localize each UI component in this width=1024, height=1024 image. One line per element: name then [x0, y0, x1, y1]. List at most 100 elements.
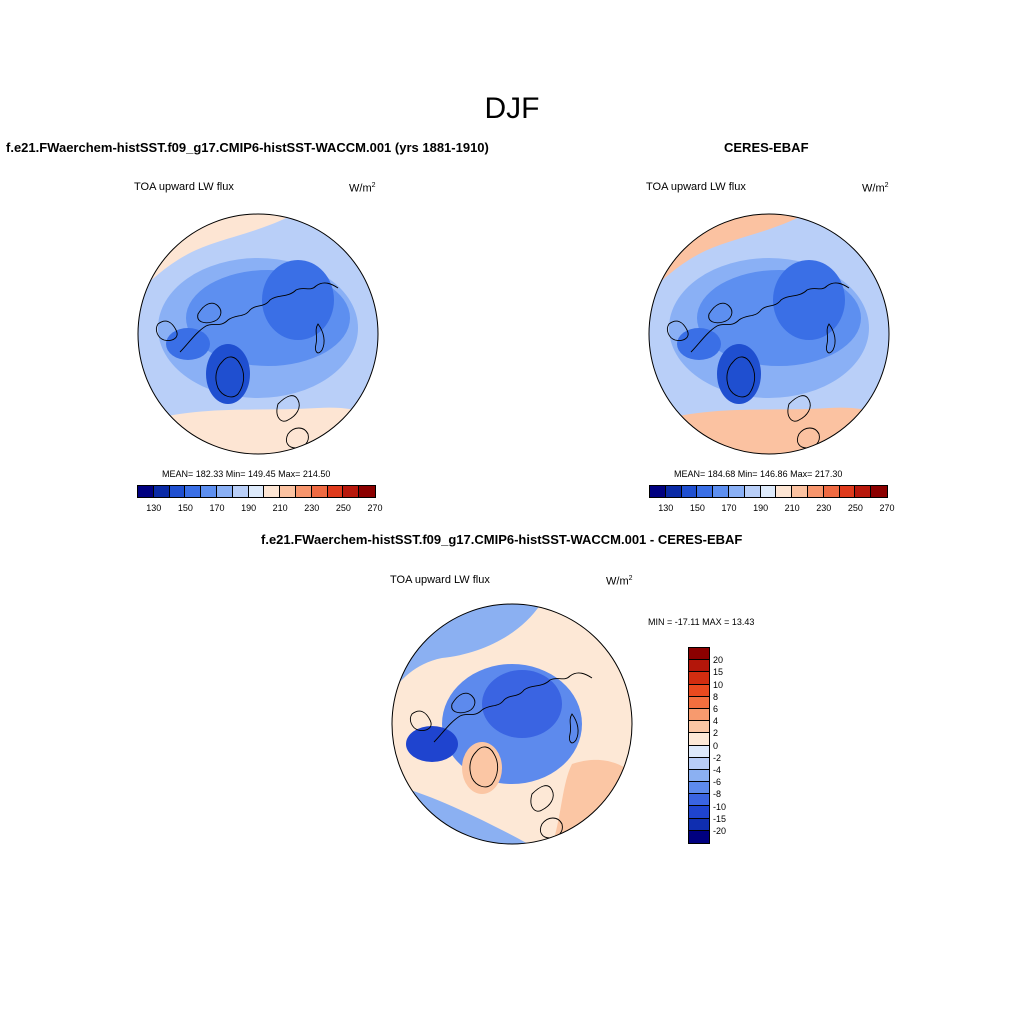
map-contour-region: [166, 328, 210, 360]
obs-panel-title: CERES-EBAF: [724, 140, 809, 155]
colorbar-swatch: [689, 806, 709, 819]
colorbar-tick-label: 230: [816, 503, 832, 513]
model-units-label: W/m2: [349, 182, 376, 195]
colorbar-swatch: [689, 757, 709, 770]
colorbar-tick-label: 270: [367, 503, 383, 513]
map-contour-region: [717, 344, 761, 404]
map-contour-region: [406, 726, 458, 762]
model-panel-title: f.e21.FWaerchem-histSST.f09_g17.CMIP6-hi…: [6, 140, 489, 155]
colorbar-swatch: [689, 721, 709, 734]
colorbar-swatch: [665, 486, 682, 497]
colorbar-swatch: [650, 486, 666, 497]
colorbar-swatch: [744, 486, 761, 497]
map-contour-region: [262, 260, 334, 340]
colorbar-tick-label: -15: [713, 813, 727, 824]
map-border: [391, 603, 633, 845]
map-contour-region: [462, 742, 502, 794]
colorbar-swatch: [264, 486, 281, 497]
map-border: [137, 213, 379, 455]
coastline: [215, 356, 245, 398]
colorbar-swatch: [823, 486, 840, 497]
colorbar-tick-label: 10: [713, 679, 724, 690]
diff-polar-map: [391, 603, 633, 845]
colorbar-tick-label: 0: [713, 740, 719, 751]
colorbar-swatch: [280, 486, 296, 497]
colorbar-swatch: [359, 486, 375, 497]
colorbar-tick-label: -4: [713, 765, 722, 775]
colorbar-tick-label: 130: [658, 503, 674, 513]
obs-variable-label: TOA upward LW flux: [646, 181, 746, 193]
coastline: [569, 713, 579, 744]
colorbar-tick-label: 190: [241, 503, 257, 513]
main-title: DJF: [484, 92, 540, 125]
colorbar-tick-label: 2: [713, 728, 719, 739]
coastline: [155, 320, 178, 341]
diff-units-label: W/m2: [606, 575, 633, 588]
coastline: [726, 356, 756, 398]
model-colorbar: [137, 485, 376, 498]
colorbar-swatch: [216, 486, 233, 497]
colorbar-swatch: [311, 486, 328, 497]
colorbar-swatch: [689, 830, 709, 843]
colorbar-swatch: [232, 486, 249, 497]
colorbar-swatch: [681, 486, 698, 497]
model-variable-label: TOA upward LW flux: [134, 181, 234, 193]
colorbar-swatch: [760, 486, 777, 497]
map-field: [138, 214, 378, 454]
obs-polar-map: [648, 213, 890, 455]
coastline: [530, 785, 554, 812]
colorbar-swatch: [713, 486, 729, 497]
colorbar-tick-label: 210: [784, 503, 800, 513]
colorbar-tick-label: 250: [847, 503, 863, 513]
colorbar-swatch: [689, 782, 709, 795]
colorbar-tick-label: 210: [272, 503, 288, 513]
colorbar-tick-label: 150: [177, 503, 193, 513]
map-field: [649, 214, 889, 454]
colorbar-swatch: [689, 708, 709, 722]
model-stats: MEAN= 182.33 Min= 149.45 Max= 214.50: [162, 469, 331, 479]
colorbar-tick-label: 6: [713, 704, 719, 714]
colorbar-swatch: [689, 660, 709, 673]
colorbar-tick-label: 130: [146, 503, 162, 513]
colorbar-tick-label: 150: [689, 503, 705, 513]
colorbar-swatch: [689, 684, 709, 697]
colorbar-tick-label: 20: [713, 655, 724, 666]
map-contour-region: [677, 328, 721, 360]
map-field: [392, 604, 632, 844]
colorbar-swatch: [201, 486, 217, 497]
coastline: [451, 692, 476, 714]
colorbar-tick-label: -20: [713, 826, 727, 836]
colorbar-swatch: [776, 486, 793, 497]
map-border: [648, 213, 890, 455]
colorbar-swatch: [792, 486, 808, 497]
colorbar-swatch: [327, 486, 344, 497]
colorbar-swatch: [185, 486, 202, 497]
diff-colorbar: [688, 647, 710, 844]
obs-stats: MEAN= 184.68 Min= 146.86 Max= 217.30: [674, 469, 843, 479]
diff-panel-title: f.e21.FWaerchem-histSST.f09_g17.CMIP6-hi…: [261, 532, 743, 547]
colorbar-swatch: [689, 733, 709, 746]
obs-colorbar: [649, 485, 888, 498]
colorbar-tick-label: 270: [879, 503, 895, 513]
colorbar-tick-label: -2: [713, 752, 722, 763]
obs-units-label: W/m2: [862, 182, 889, 195]
colorbar-swatch: [689, 696, 709, 709]
colorbar-swatch: [689, 794, 709, 807]
colorbar-tick-label: 15: [713, 667, 724, 678]
colorbar-swatch: [689, 672, 709, 685]
coastline: [708, 302, 733, 324]
map-contour-region: [773, 260, 845, 340]
coastline: [433, 672, 593, 743]
diff-variable-label: TOA upward LW flux: [390, 574, 490, 586]
colorbar-swatch: [169, 486, 186, 497]
colorbar-tick-label: 250: [335, 503, 351, 513]
coastline: [666, 320, 689, 341]
coastline: [787, 395, 811, 422]
colorbar-swatch: [689, 745, 709, 758]
colorbar-tick-label: -8: [713, 789, 722, 800]
colorbar-swatch: [689, 818, 709, 831]
colorbar-swatch: [295, 486, 312, 497]
colorbar-tick-label: 230: [304, 503, 320, 513]
coastline: [826, 323, 836, 354]
map-contour-region: [206, 344, 250, 404]
